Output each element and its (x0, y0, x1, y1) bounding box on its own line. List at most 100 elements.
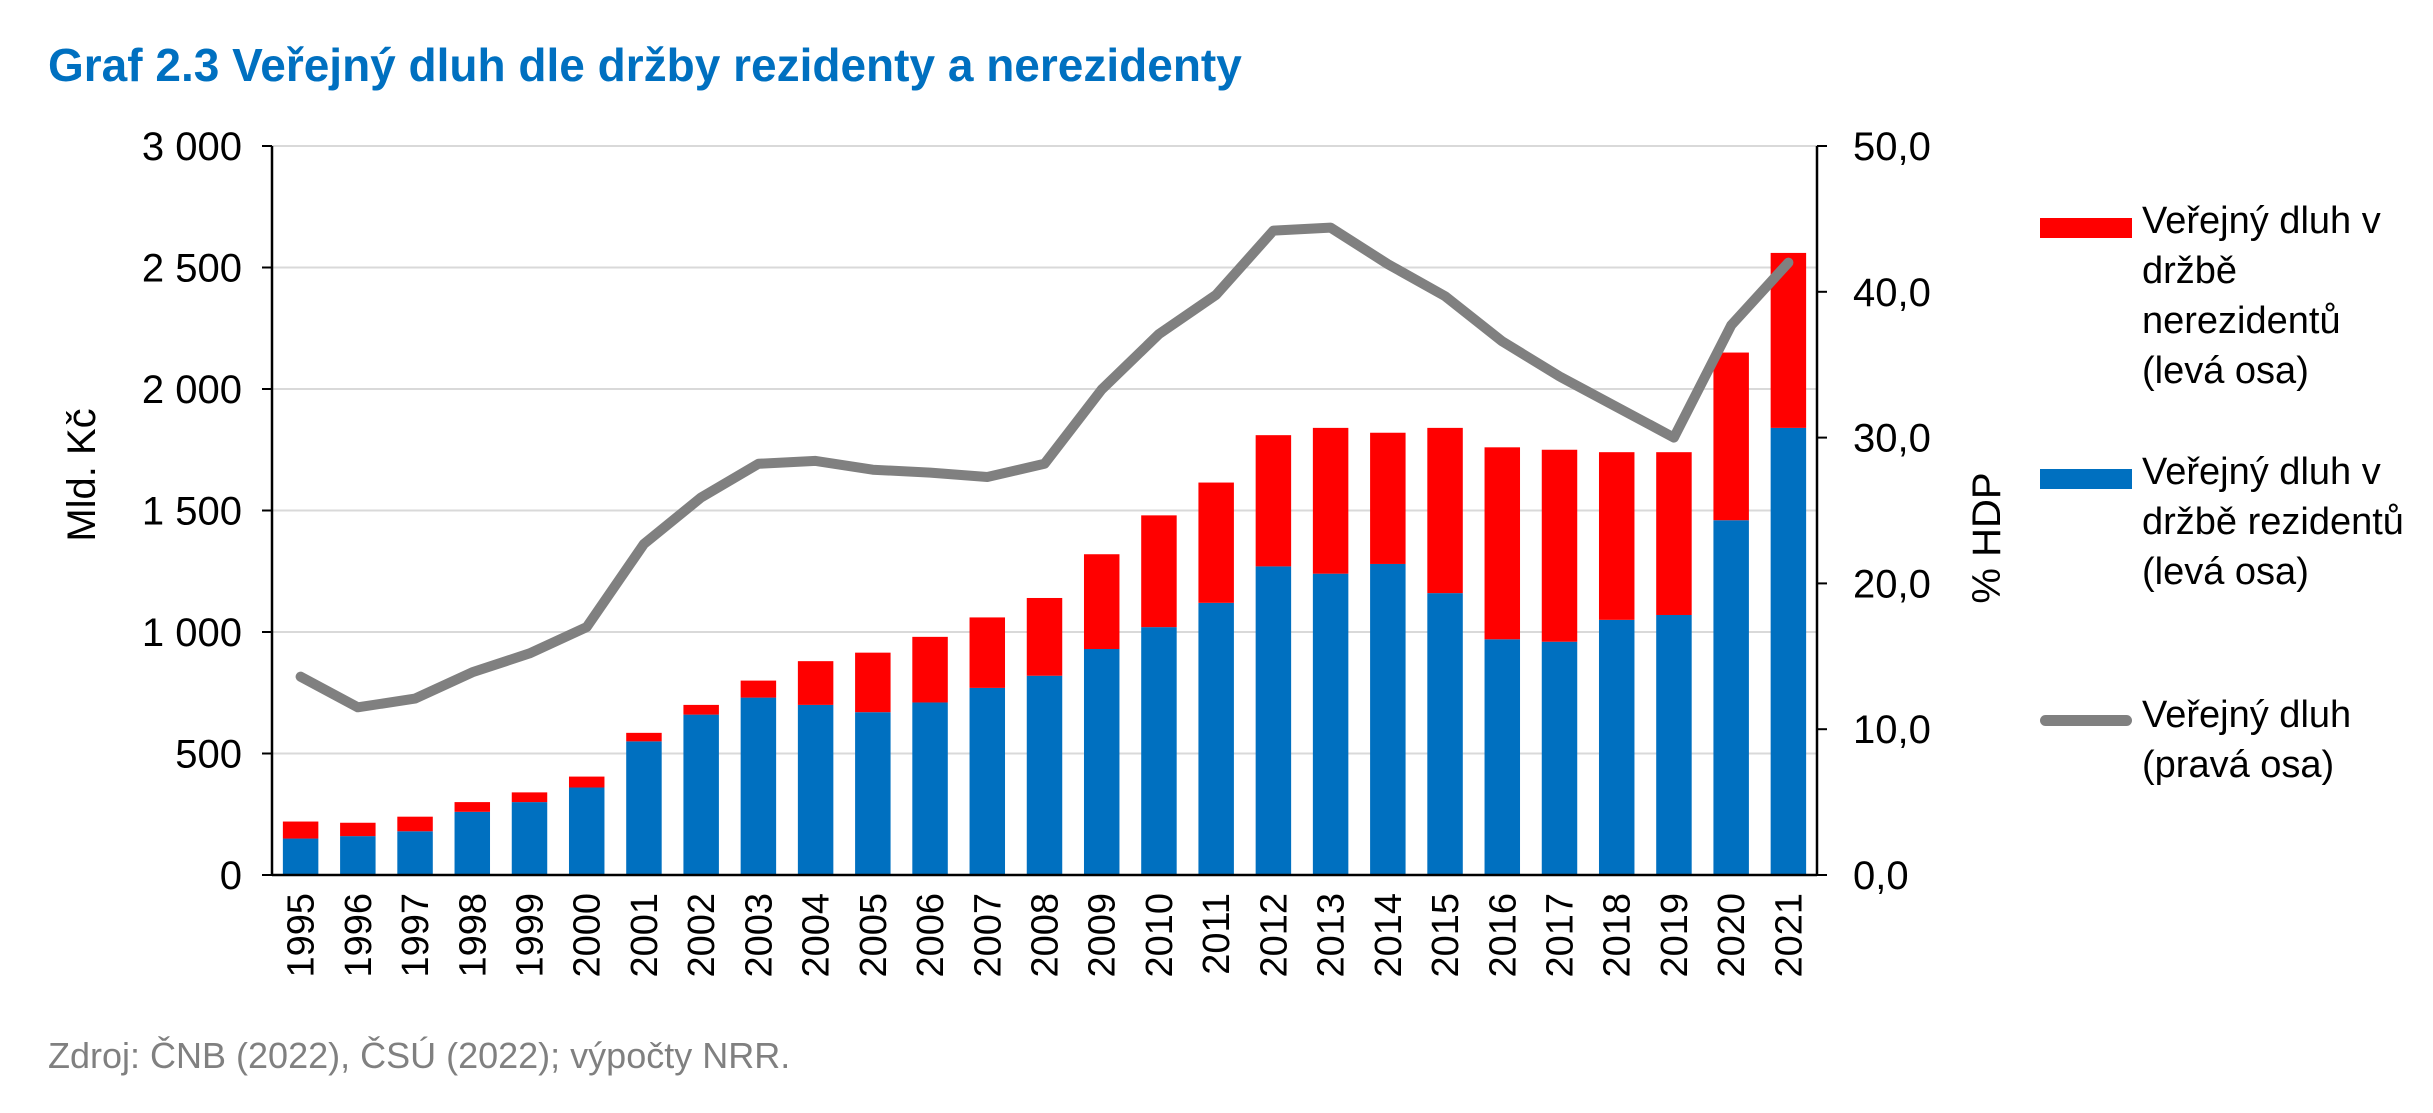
bar-resident (683, 714, 719, 875)
bar-nonresident (626, 732, 662, 742)
x-tick-label: 2000 (567, 893, 609, 978)
left-tick-label: 3 000 (142, 125, 242, 169)
bar-resident (568, 787, 605, 875)
bar-nonresident (568, 776, 605, 788)
source-note: Zdroj: ČNB (2022), ČSÚ (2022); výpočty N… (48, 1035, 791, 1076)
bar-nonresident (1427, 427, 1463, 594)
bar-resident (397, 831, 433, 875)
legend-item-line: Veřejný dluh (pravá osa) (2040, 690, 2422, 790)
bar-nonresident (1713, 352, 1749, 521)
bar-resident (1541, 641, 1578, 875)
legend-label-resident: Veřejný dluh v držbě rezidentů (levá osa… (2142, 451, 2404, 593)
bar-nonresident (1198, 482, 1234, 603)
bar-resident (1770, 427, 1807, 875)
bar-resident (511, 802, 548, 875)
left-tick-label: 2 500 (142, 247, 242, 291)
bar-resident (1141, 627, 1177, 875)
legend-item-nonresident: Veřejný dluh v držbě nerezidentů (levá o… (2040, 196, 2422, 396)
bar-resident (1598, 619, 1635, 875)
x-tick-label: 2016 (1482, 893, 1524, 978)
legend-label-nonresident: Veřejný dluh v držbě nerezidentů (levá o… (2142, 200, 2381, 392)
right-tick-label: 50,0 (1853, 125, 1931, 169)
bar-resident (855, 712, 891, 875)
bar-resident (1370, 563, 1406, 875)
x-tick-label: 2017 (1540, 893, 1582, 978)
x-tick-label: 2014 (1368, 893, 1410, 978)
left-tick-label: 1 000 (142, 611, 242, 655)
bar-nonresident (1541, 449, 1578, 642)
bar-nonresident (1141, 515, 1177, 628)
bar-resident (1656, 614, 1692, 875)
x-tick-label: 2018 (1597, 893, 1639, 978)
x-tick-label: 2004 (796, 893, 838, 978)
bar-nonresident (1370, 432, 1406, 564)
right-axis-label: % HDP (1965, 472, 2009, 603)
bar-nonresident (1026, 597, 1063, 676)
bar-nonresident (340, 822, 376, 837)
left-tick-label: 500 (175, 733, 242, 777)
left-tick-label: 0 (220, 854, 242, 898)
x-tick-label: 2001 (624, 893, 666, 978)
x-tick-label: 2002 (681, 893, 723, 978)
bar-nonresident (454, 802, 491, 812)
x-tick-label: 2003 (738, 893, 780, 978)
right-axis-ticks: 0,0 10,0 20,0 30,0 40,0 50,0 (1853, 125, 1931, 898)
right-tick-label: 30,0 (1853, 417, 1931, 461)
left-tick-label: 2 000 (142, 368, 242, 412)
bar-nonresident (797, 661, 834, 705)
x-tick-label: 2007 (967, 893, 1009, 978)
bar-resident (1312, 573, 1349, 875)
bar-resident (797, 704, 834, 875)
bar-nonresident (1656, 452, 1692, 615)
legend-swatch-line (2040, 715, 2132, 726)
line-series (295, 222, 1794, 713)
x-tick-label: 2005 (853, 893, 895, 978)
right-tick-label: 40,0 (1853, 271, 1931, 315)
legend-swatch-resident (2040, 469, 2132, 489)
bar-resident (1427, 593, 1463, 875)
x-tick-label: 2013 (1311, 893, 1353, 978)
bar-nonresident (1598, 452, 1635, 620)
x-tick-label: 2015 (1425, 893, 1467, 978)
bar-resident (282, 838, 319, 875)
legend-label-line: Veřejný dluh (pravá osa) (2142, 694, 2352, 786)
bar-nonresident (1312, 427, 1349, 574)
bar-nonresident (1255, 435, 1292, 567)
bar-nonresident (282, 821, 319, 839)
axes (262, 145, 1827, 877)
bar-resident (969, 687, 1006, 875)
x-tick-label: 2012 (1253, 893, 1295, 978)
x-tick-label: 1998 (452, 893, 494, 978)
bar-resident (1255, 566, 1292, 875)
bar-nonresident (740, 680, 777, 698)
x-tick-label: 1997 (395, 893, 437, 978)
bars (282, 252, 1807, 875)
x-tick-label: 2009 (1082, 893, 1124, 978)
x-tick-label: 1995 (281, 893, 323, 978)
x-tick-label: 2020 (1711, 893, 1753, 978)
bar-resident (454, 811, 491, 875)
left-tick-label: 1 500 (142, 490, 242, 534)
bar-nonresident (912, 636, 948, 703)
legend-item-resident: Veřejný dluh v držbě rezidentů (levá osa… (2040, 447, 2422, 597)
bar-nonresident (855, 652, 891, 713)
legend-swatch-nonresident (2040, 218, 2132, 238)
bar-resident (1713, 520, 1749, 875)
bar-nonresident (397, 816, 433, 832)
left-axis-ticks: 0 500 1 000 1 500 2 000 2 500 3 000 (142, 125, 242, 898)
bar-resident (626, 741, 662, 875)
x-tick-label: 2008 (1025, 893, 1067, 978)
x-tick-label: 2010 (1139, 893, 1181, 978)
x-tick-label: 2006 (910, 893, 952, 978)
bar-nonresident (1484, 447, 1521, 640)
bar-resident (1484, 639, 1521, 875)
bar-resident (740, 697, 777, 875)
x-tick-label: 2011 (1196, 893, 1238, 975)
x-tick-label: 1999 (510, 893, 552, 978)
bar-resident (1083, 649, 1120, 875)
bar-resident (1026, 675, 1063, 875)
bar-nonresident (511, 792, 548, 803)
x-tick-label: 2021 (1768, 893, 1810, 978)
x-tick-label: 1996 (338, 893, 380, 978)
